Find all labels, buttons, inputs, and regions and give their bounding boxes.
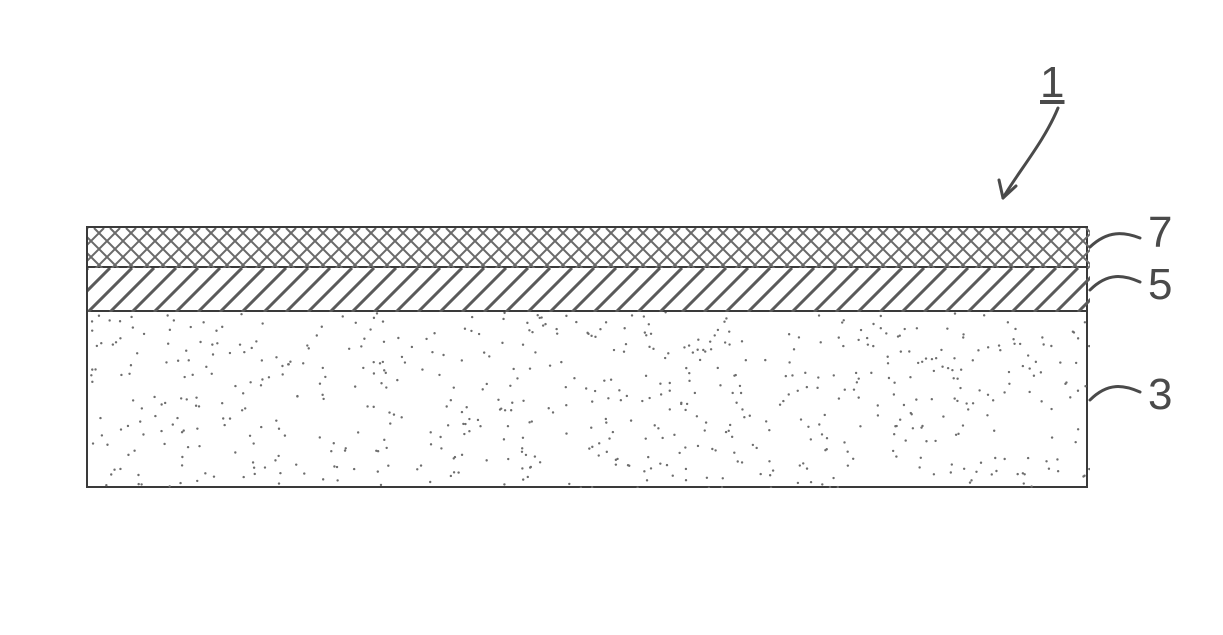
layer-7 xyxy=(86,226,1088,268)
layer-3-label: 3 xyxy=(1148,370,1172,420)
layer-7-label: 7 xyxy=(1148,208,1172,258)
diagram-stage: 1753 xyxy=(0,0,1223,635)
layer-3 xyxy=(86,312,1088,488)
layer-5-label: 5 xyxy=(1148,260,1172,310)
layer-5 xyxy=(86,268,1088,312)
assembly-label: 1 xyxy=(1040,58,1064,108)
